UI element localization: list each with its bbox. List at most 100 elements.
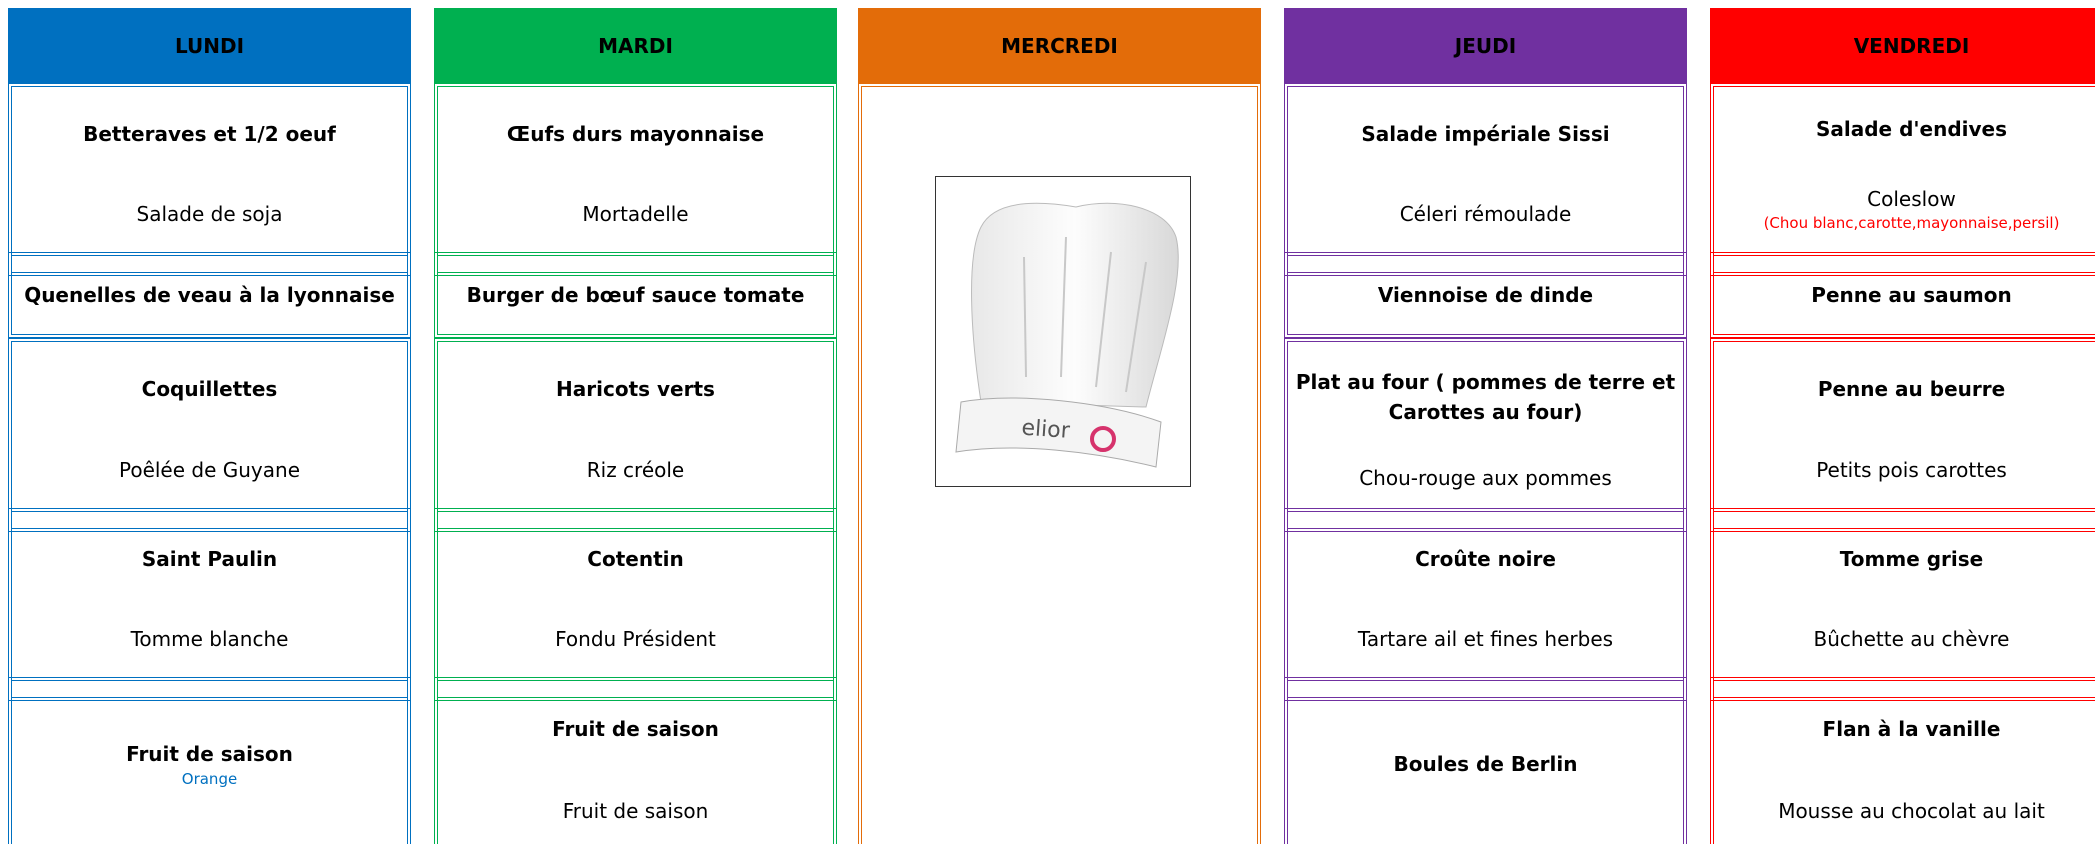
menu-group: Poêlée de Guyane xyxy=(119,456,300,484)
day-column: VENDREDI Salade d'endives Coleslow (Chou bl… xyxy=(1710,8,2095,844)
day-header: JEUDI xyxy=(1284,8,1687,83)
menu-group: Riz créole xyxy=(587,456,685,484)
menu-item: Coquillettes xyxy=(141,377,278,401)
menu-item: Cotentin xyxy=(587,546,684,571)
menu-item: Croûte noire xyxy=(1415,546,1556,571)
chef-hat: elior xyxy=(955,202,1179,468)
menu-item: Salade d'endives xyxy=(1815,116,2007,141)
menu-group: Bûchette au chèvre xyxy=(1814,625,2010,653)
menu-cell: Salade impériale Sissi Céleri rémoulade xyxy=(1284,83,1687,276)
menu-item: Tomme grise xyxy=(1839,546,1984,571)
menu-item: Céleri rémoulade xyxy=(1399,202,1572,227)
menu-group: Œufs durs mayonnaise xyxy=(503,119,768,149)
menu-item: Fruit de saison xyxy=(562,799,709,824)
menu-group: Croûte noire xyxy=(1411,544,1560,574)
menu-cell xyxy=(858,83,1261,844)
menu-item: Riz créole xyxy=(586,458,685,482)
menu-group: Coquillettes xyxy=(138,374,282,404)
menu-group: Boules de Berlin xyxy=(1390,749,1582,779)
hat-top xyxy=(971,202,1179,408)
menu-cell: Flan à la vanille Mousse au chocolat au l… xyxy=(1710,677,2095,844)
menu-item: Betteraves et 1/2 oeuf xyxy=(83,121,336,146)
logo-mark xyxy=(1090,426,1116,452)
menu-item: Œufs durs mayonnaise xyxy=(506,121,765,146)
menu-cell: Œufs durs mayonnaise Mortadelle xyxy=(434,83,837,276)
menu-group: Céleri rémoulade xyxy=(1400,200,1572,228)
menu-cell: Coquillettes Poêlée de Guyane xyxy=(8,338,411,532)
menu-item: Orange xyxy=(181,769,238,788)
menu-cell: Viennoise de dinde xyxy=(1284,252,1687,338)
menu-group: Mortadelle xyxy=(582,200,688,228)
menu-item: Petits pois carottes xyxy=(1816,458,2007,482)
menu-item: Viennoise de dinde xyxy=(1377,283,1594,307)
menu-cell: Betteraves et 1/2 oeuf Salade de soja xyxy=(8,83,411,276)
menu-item: Haricots verts xyxy=(556,377,715,401)
day-column: JEUDI Salade impériale Sissi Céleri rémoul… xyxy=(1284,8,1687,844)
menu-group: Flan à la vanille xyxy=(1819,714,2005,744)
menu-group: Fruit de saison xyxy=(563,797,709,825)
menu-group: Viennoise de dinde xyxy=(1374,280,1597,310)
menu-item: Quenelles de veau à la lyonnaise xyxy=(24,283,395,307)
day-header: VENDREDI xyxy=(1710,8,2095,83)
day-column: MARDI Œufs durs mayonnaise Mortadelle Burge… xyxy=(434,8,837,844)
menu-cell: Fruit de saison Orange xyxy=(8,677,411,844)
menu-cell: Saint Paulin Tomme blanche xyxy=(8,508,411,701)
menu-cell: Penne au saumon xyxy=(1710,252,2095,338)
menu-group: Tartare ail et fines herbes xyxy=(1358,625,1613,653)
menu-item: Mousse au chocolat au lait xyxy=(1778,799,2045,824)
menu-item: Coleslow xyxy=(1867,187,1956,212)
chef-hat-image: elior xyxy=(935,176,1191,487)
menu-cell: Salade d'endives Coleslow (Chou blanc,caro… xyxy=(1710,83,2095,276)
menu-group: Quenelles de veau à la lyonnaise xyxy=(20,280,399,310)
day-column: LUNDI Betteraves et 1/2 oeuf Salade de soj… xyxy=(8,8,411,844)
menu-cell: Boules de Berlin xyxy=(1284,677,1687,844)
menu-group: Tomme blanche xyxy=(131,625,289,653)
menu-group: Plat au four ( pommes de terre et Carott… xyxy=(1288,367,1683,427)
menu-group: Saint Paulin xyxy=(138,544,281,574)
menu-group: Fondu Président xyxy=(555,625,716,653)
menu-cell: Croûte noire Tartare ail et fines herbes xyxy=(1284,508,1687,701)
menu-group: Fruit de saison Orange xyxy=(122,739,297,789)
menu-item: Penne au saumon xyxy=(1811,283,2012,307)
menu-group: Haricots verts xyxy=(552,374,719,404)
menu-item: Mortadelle xyxy=(582,202,689,227)
day-header: MARDI xyxy=(434,8,837,83)
menu-item: Fondu Président xyxy=(555,627,716,652)
menu-cell: Fruit de saison Fruit de saison xyxy=(434,677,837,844)
menu-cell: Tomme grise Bûchette au chèvre xyxy=(1710,508,2095,701)
menu-group: Chou-rouge aux pommes xyxy=(1359,464,1612,492)
menu-group: Tomme grise xyxy=(1836,544,1987,574)
menu-item: Penne au beurre xyxy=(1817,377,2006,401)
menu-item: Burger de bœuf sauce tomate xyxy=(466,283,805,307)
menu-group: Burger de bœuf sauce tomate xyxy=(463,280,809,310)
menu-item: Fruit de saison xyxy=(126,741,293,766)
menu-item: Tomme blanche xyxy=(130,627,289,652)
menu-item: Saint Paulin xyxy=(141,546,278,571)
menu-cell: Cotentin Fondu Président xyxy=(434,508,837,701)
menu-cell: Penne au beurre Petits pois carottes xyxy=(1710,338,2095,532)
menu-group: Penne au saumon xyxy=(1807,280,2015,310)
menu-item: Plat au four ( pommes de terre et Carott… xyxy=(1295,369,1676,424)
menu-cell: Burger de bœuf sauce tomate xyxy=(434,252,837,338)
menu-group: Salade d'endives xyxy=(1812,114,2011,144)
menu-group: Penne au beurre xyxy=(1814,374,2009,404)
menu-item: Poêlée de Guyane xyxy=(118,458,300,482)
menu-group: Salade impériale Sissi xyxy=(1357,119,1613,149)
menu-group: Cotentin xyxy=(583,544,687,574)
menu-group: Fruit de saison xyxy=(548,714,723,744)
menu-item: Salade de soja xyxy=(136,202,283,227)
day-header: LUNDI xyxy=(8,8,411,83)
menu-group: Coleslow (Chou blanc,carotte,mayonnaise,p… xyxy=(1764,185,2060,233)
menu-item: Salade impériale Sissi xyxy=(1361,121,1610,146)
menu-item: Flan à la vanille xyxy=(1822,716,2001,741)
menu-cell: Plat au four ( pommes de terre et Carott… xyxy=(1284,338,1687,532)
day-header: MERCREDI xyxy=(858,8,1261,83)
menu-cell: Quenelles de veau à la lyonnaise xyxy=(8,252,411,338)
menu-group: Petits pois carottes xyxy=(1816,456,2007,484)
menu-group: Mousse au chocolat au lait xyxy=(1778,797,2045,825)
menu-item: Bûchette au chèvre xyxy=(1813,627,2010,652)
menu-item: (Chou blanc,carotte,mayonnaise,persil) xyxy=(1763,214,2060,233)
logo-text: elior xyxy=(1021,416,1072,444)
menu-item: Fruit de saison xyxy=(552,716,719,741)
